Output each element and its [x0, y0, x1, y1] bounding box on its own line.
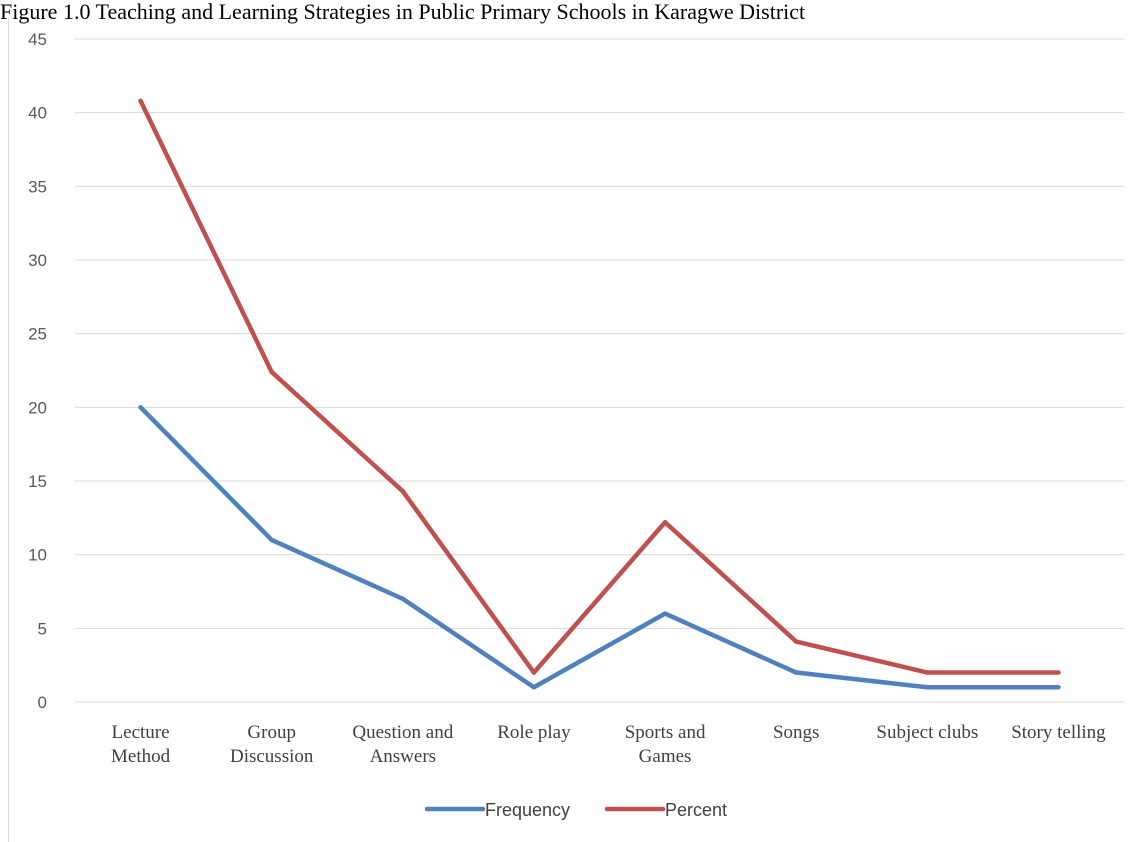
series-line-frequency [138, 405, 1061, 690]
data-point-percent [925, 670, 930, 675]
x-tick-label: Question and [352, 722, 453, 743]
legend-label-frequency: Frequency [485, 800, 570, 820]
x-axis-labels: Lecture Method Group Discussion Question and… [111, 722, 1106, 767]
x-tick-label: Group [247, 722, 296, 743]
legend-label-percent: Percent [665, 800, 727, 820]
y-tick-label: 5 [38, 619, 47, 638]
series-line-percent [138, 98, 1061, 675]
data-point-frequency [1056, 685, 1061, 690]
chart-area [8, 18, 1141, 842]
y-tick-label: 40 [28, 104, 47, 123]
data-point-percent [531, 670, 537, 675]
y-tick-label: 35 [28, 177, 47, 196]
x-tick-label: Songs [773, 722, 819, 743]
data-point-percent [400, 489, 406, 494]
y-axis-ticks: 0 5 10 15 20 25 30 35 40 45 [28, 30, 47, 712]
data-point-percent [662, 520, 668, 525]
y-tick-label: 0 [38, 693, 47, 712]
x-tick-label: Discussion [230, 746, 314, 767]
x-tick-label: Story telling [1011, 722, 1106, 743]
data-point-percent [138, 98, 143, 104]
data-point-frequency [925, 685, 930, 690]
x-tick-label: Lecture [112, 722, 170, 743]
y-tick-label: 45 [28, 30, 47, 49]
x-tick-label: Answers [370, 746, 437, 767]
data-point-percent [793, 639, 799, 644]
series-lines [138, 98, 1061, 690]
x-tick-label: Method [111, 746, 171, 767]
x-tick-label: Subject clubs [876, 722, 978, 743]
y-tick-label: 20 [28, 398, 47, 417]
data-point-frequency [269, 537, 274, 543]
data-point-frequency [662, 611, 668, 616]
y-tick-label: 15 [28, 472, 47, 491]
y-tick-label: 10 [28, 546, 47, 565]
x-tick-label: Sports and [625, 722, 706, 743]
gridlines [75, 38, 1124, 703]
data-point-frequency [138, 405, 143, 410]
data-point-percent [269, 369, 274, 375]
data-point-frequency [531, 685, 537, 690]
data-point-frequency [400, 596, 406, 602]
y-tick-label: 25 [28, 325, 47, 344]
x-tick-label: Games [639, 746, 692, 767]
figure-caption: Figure 1.0 Teaching and Learning Strateg… [0, 0, 806, 24]
y-tick-label: 30 [28, 251, 47, 270]
x-tick-label: Role play [497, 722, 571, 743]
data-point-percent [1056, 670, 1061, 675]
legend: Frequency Percent [424, 800, 727, 820]
data-point-frequency [793, 670, 799, 675]
